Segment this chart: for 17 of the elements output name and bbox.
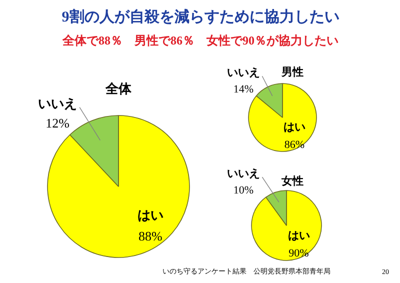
slice-label: いいえ — [227, 168, 260, 180]
slice-label: いいえ — [227, 66, 260, 79]
text: 女性 — [280, 174, 304, 188]
slice-label: はい — [283, 121, 306, 134]
slice-label: はい — [288, 230, 310, 242]
data-label: 10% — [233, 184, 254, 196]
data-label: 14% — [233, 83, 254, 96]
text: 9割の人が自殺を減らすために協力したい — [62, 8, 340, 26]
slice-label: はい — [137, 208, 164, 223]
data-label: 86% — [284, 139, 304, 151]
data-label: 12% — [46, 115, 70, 130]
chart-title: 全体 — [104, 81, 132, 96]
chart-title: 男性 — [280, 66, 304, 78]
text: 全体で88％ 男性で86％ 女性で90％が協力したい — [62, 34, 338, 48]
data-label: 88% — [138, 228, 163, 244]
data-label: 90% — [288, 248, 309, 260]
slice-label: いいえ — [38, 96, 77, 111]
